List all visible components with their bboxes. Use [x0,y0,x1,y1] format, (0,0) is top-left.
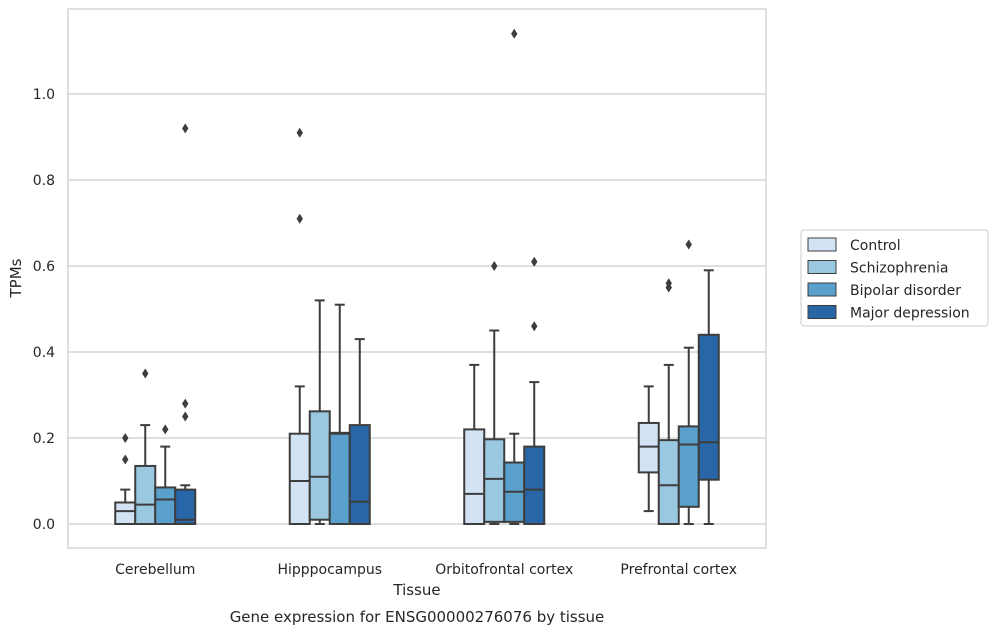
box [697,333,720,481]
x-tick-labels: Cerebellum Hipppocampus Orbitofrontal cort… [115,562,737,578]
box-1-3 [348,338,371,526]
legend: Control Schizophrenia Bipolar disorder Majo… [800,229,989,327]
outlier-point [182,411,189,422]
x-tick-label: Cerebellum [115,562,195,578]
outlier-point [162,424,169,435]
y-tick-label: 1.0 [33,87,55,103]
outlier-point [491,261,498,271]
box-1-0 [288,127,311,526]
box-0-1 [134,368,157,526]
box [114,501,137,525]
box-0-2 [154,424,177,526]
outlier-point [296,127,303,138]
box [523,445,546,526]
legend-swatch [807,282,837,297]
box-2-3 [523,256,546,526]
box-2-0 [463,363,486,525]
outlier-point [296,213,303,224]
x-tick-label: Orbitofrontal cortex [435,562,573,578]
box-3-0 [637,385,660,513]
y-tick-label: 0.6 [33,259,55,275]
x-tick-label: Hipppocampus [277,562,382,578]
box [134,464,157,526]
box [677,425,700,508]
box-2-2 [503,28,526,525]
outlier-point [182,123,189,134]
legend-swatch [807,305,837,319]
y-tick-label: 0.0 [33,517,55,533]
legend-swatch [807,260,837,274]
box [348,424,371,526]
outlier-point [142,368,149,379]
y-tick-label: 0.2 [33,431,55,447]
box-1-1 [308,299,331,525]
box-3-2 [677,239,700,525]
legend-label: Schizophrenia [850,261,948,277]
legend-label: Major depression [850,306,970,322]
box [308,410,331,521]
box-3-1 [657,278,680,525]
y-tick-label: 0.4 [33,345,55,361]
outlier-point [511,28,518,39]
outlier-point [122,454,129,465]
box [657,439,680,525]
x-tick-label: Prefrontal cortex [620,562,737,578]
outlier-point [665,278,672,289]
box-3-3 [697,269,720,525]
box [154,486,177,526]
legend-swatch [807,237,837,252]
outlier-point [182,398,189,409]
box [328,431,351,525]
box [288,432,311,526]
box-1-2 [328,303,351,525]
plot-frame [67,8,767,549]
outlier-point [122,433,129,443]
box-0-0 [114,433,137,525]
outlier-point [531,256,538,267]
legend-frame [800,229,989,327]
box-2-1 [483,261,506,525]
y-tick-labels: 0.0 0.2 0.4 0.6 0.8 1.0 [33,87,55,533]
y-axis-label: TPMs [7,258,25,298]
outlier-point [685,239,692,250]
grid-lines [68,93,766,525]
legend-label: Control [850,238,901,254]
box [483,438,506,523]
box [174,488,197,526]
box [463,428,486,525]
legend-label: Bipolar disorder [850,283,961,299]
box-groups [114,28,720,526]
x-axis-label: Tissue [392,581,440,599]
box-0-3 [174,123,197,526]
caption: Gene expression for ENSG00000276076 by t… [230,608,605,626]
outlier-point [531,321,538,332]
y-tick-label: 0.8 [33,173,55,189]
box [637,421,660,474]
